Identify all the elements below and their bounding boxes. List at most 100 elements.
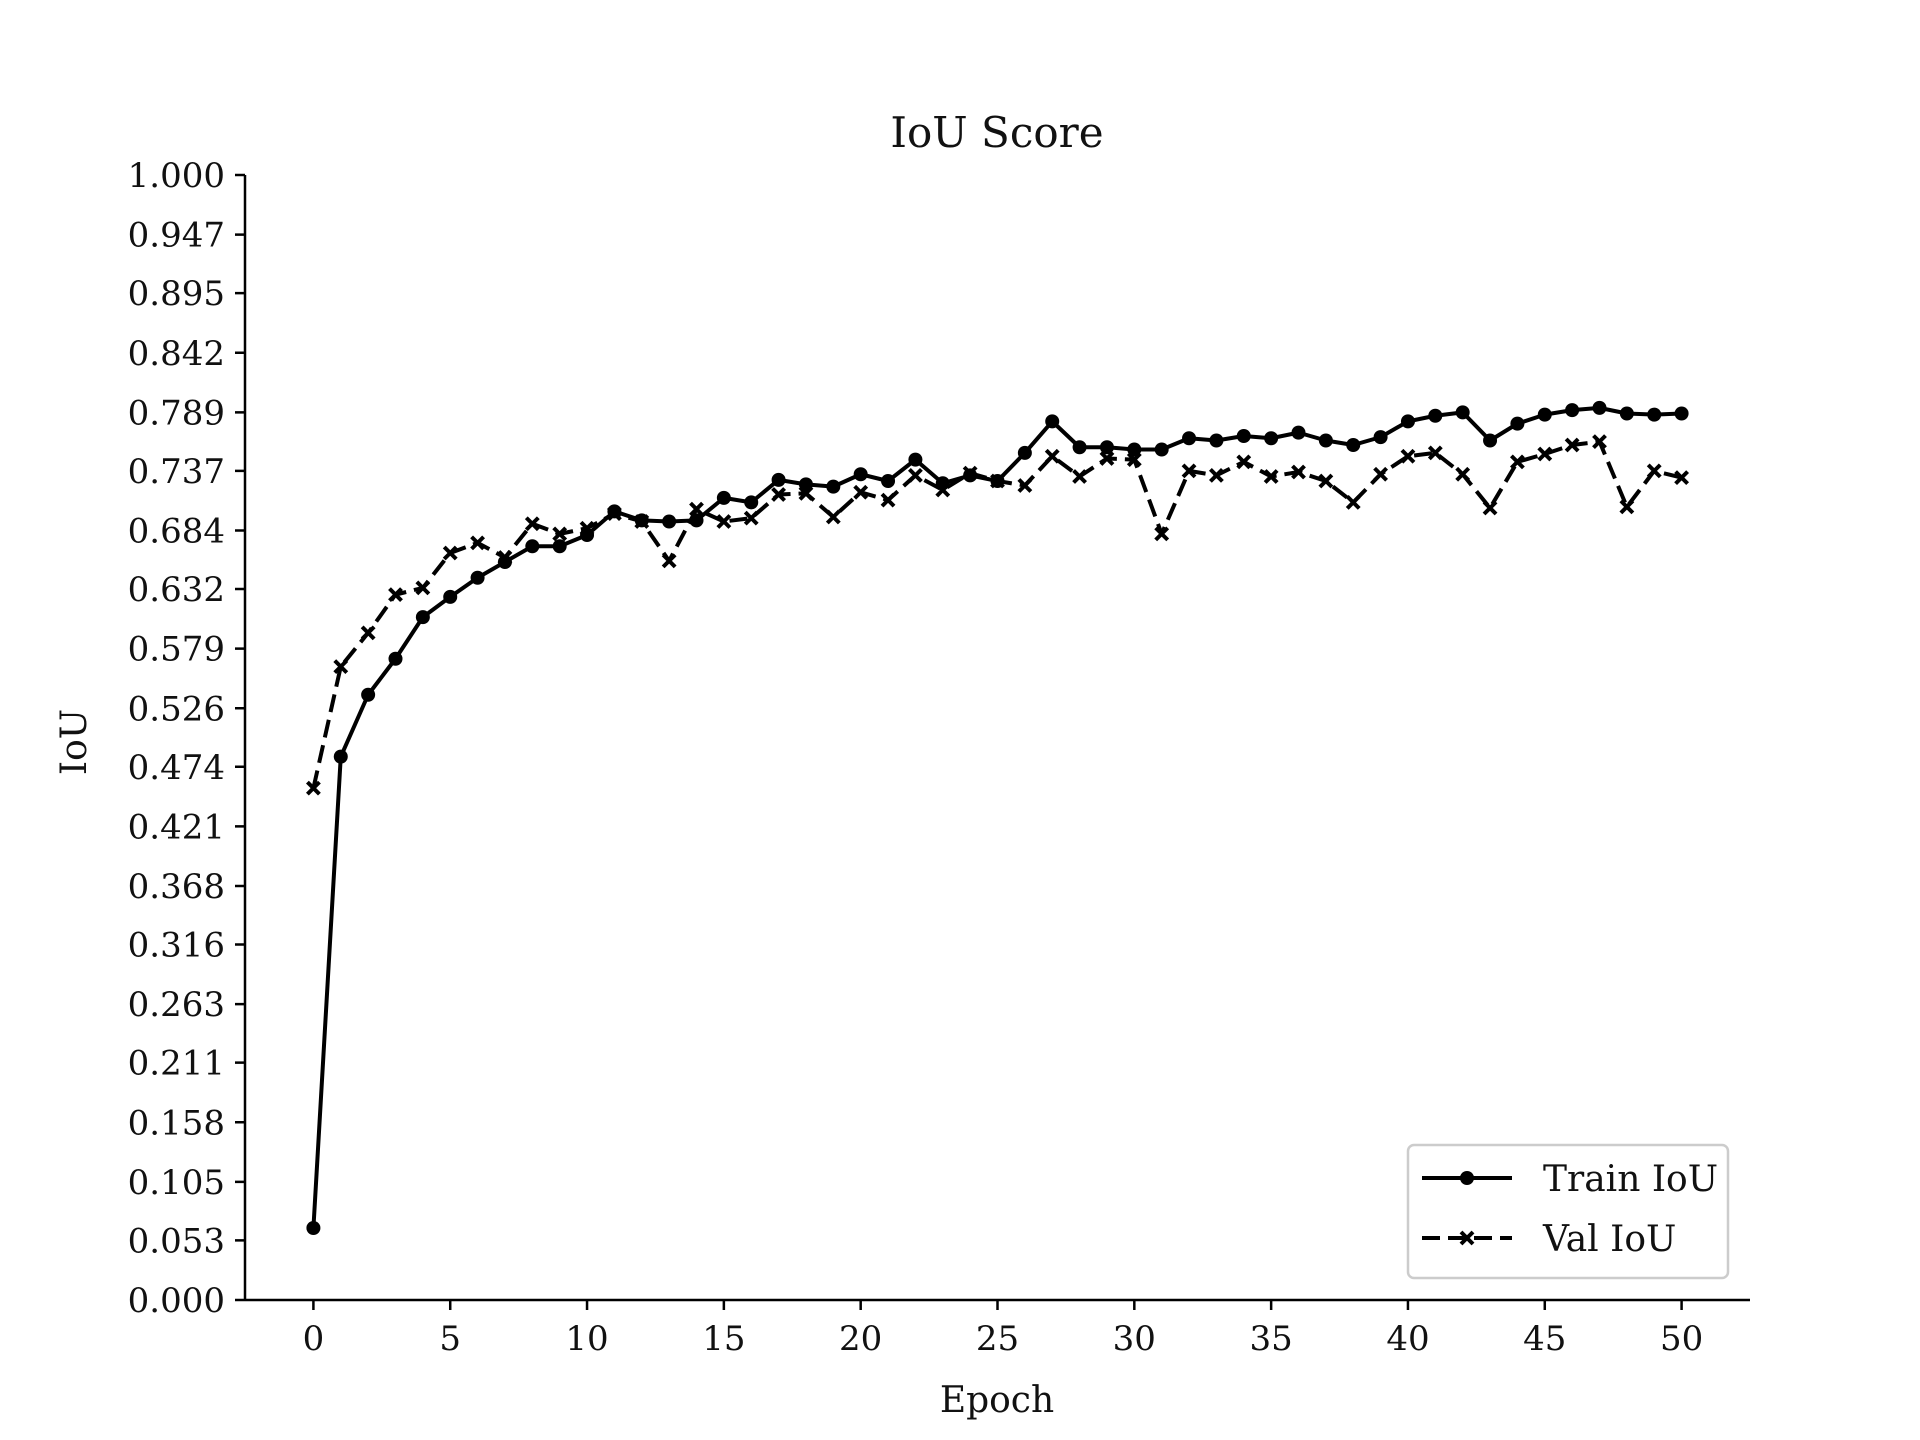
data-point-val-iou: [825, 509, 841, 525]
y-tick-label: 0.947: [128, 216, 225, 256]
chart-title: IoU Score: [890, 108, 1103, 157]
y-tick-label: 0.684: [128, 512, 225, 552]
data-point-val-iou: [907, 467, 923, 483]
data-point-val-iou: [1427, 445, 1443, 461]
data-point-val-iou: [689, 501, 704, 517]
data-point-train-iou: [388, 651, 403, 666]
data-point-train-iou: [1182, 431, 1197, 446]
data-point-val-iou: [1318, 473, 1334, 489]
data-point-val-iou: [1208, 467, 1224, 483]
data-point-val-iou: [1236, 454, 1252, 470]
data-point-val-iou: [305, 780, 321, 796]
y-tick-label: 0.737: [128, 452, 225, 492]
series-line-val-iou: [311, 439, 1683, 789]
data-point-val-iou: [1017, 478, 1033, 493]
data-point-train-iou: [552, 539, 567, 554]
data-point-val-iou: [935, 482, 951, 498]
y-tick-label: 0.526: [128, 689, 225, 729]
y-tick-label: 0.263: [128, 985, 225, 1025]
data-point-val-iou: [333, 659, 349, 675]
data-point-train-iou: [1318, 433, 1333, 448]
y-axis-ticks: 0.000 0.053 0.105 0.158 0.211 0.263 0.316 0.368…: [128, 156, 245, 1321]
data-point-val-iou: [415, 580, 431, 596]
y-tick-label: 0.789: [128, 393, 225, 433]
data-point-val-iou: [1674, 470, 1690, 486]
data-point-train-iou: [525, 539, 540, 554]
data-point-train-iou: [1647, 407, 1662, 422]
y-tick-label: 0.474: [128, 748, 225, 788]
data-point-val-iou: [1482, 500, 1498, 516]
data-point-train-iou: [1072, 440, 1087, 455]
data-point-val-iou: [1509, 454, 1525, 470]
x-tick-label: 15: [702, 1319, 745, 1359]
data-point-val-iou: [1646, 463, 1662, 479]
y-tick-label: 0.632: [128, 570, 225, 610]
data-point-val-iou: [524, 516, 540, 532]
data-point-val-iou: [1345, 494, 1361, 510]
y-tick-label: 0.211: [128, 1044, 225, 1084]
data-point-val-iou: [1044, 448, 1060, 464]
data-point-val-iou: [579, 520, 595, 536]
data-point-val-iou: [1592, 434, 1607, 450]
data-point-train-iou: [1209, 433, 1224, 448]
data-point-train-iou: [771, 472, 786, 487]
legend-train-label: Train IoU: [1543, 1159, 1718, 1200]
data-point-train-iou: [1565, 403, 1580, 418]
data-point-train-iou: [716, 490, 731, 505]
data-point-val-iou: [1099, 451, 1115, 466]
data-point-train-iou: [1537, 407, 1552, 422]
data-point-train-iou: [1346, 438, 1361, 452]
y-tick-label: 0.368: [128, 867, 225, 907]
data-point-val-iou: [388, 587, 403, 603]
y-tick-label: 0.895: [128, 274, 225, 314]
data-point-train-iou: [1428, 408, 1443, 423]
data-point-train-iou: [1017, 445, 1032, 460]
y-tick-label: 0.105: [128, 1163, 225, 1203]
data-point-val-iou: [798, 485, 814, 501]
data-point-train-iou: [744, 495, 759, 510]
data-point-train-iou: [333, 749, 348, 764]
data-point-train-iou: [1400, 414, 1415, 429]
y-tick-label: 1.000: [128, 156, 225, 196]
data-point-train-iou: [415, 610, 430, 625]
data-point-train-iou: [826, 479, 841, 494]
data-point-val-iou: [470, 535, 486, 551]
data-point-train-iou: [1592, 400, 1607, 415]
x-tick-label: 30: [1113, 1319, 1156, 1359]
y-tick-label: 0.316: [128, 926, 225, 966]
data-point-train-iou: [361, 687, 376, 702]
legend-train-marker: [1460, 1171, 1474, 1185]
data-point-train-iou: [881, 474, 896, 488]
data-point-val-iou: [1181, 463, 1197, 479]
x-axis-ticks: 0 5 10 15 20 25 30 35 40 45 50: [303, 1300, 1703, 1359]
data-point-val-iou: [442, 545, 458, 561]
legend-val-label: Val IoU: [1542, 1219, 1676, 1260]
x-tick-label: 50: [1660, 1319, 1703, 1359]
data-point-val-iou: [497, 550, 513, 565]
data-point-val-iou: [1619, 499, 1635, 515]
data-point-val-iou: [1400, 448, 1416, 464]
x-tick-label: 20: [839, 1319, 882, 1359]
data-point-val-iou: [1154, 526, 1170, 542]
series-layer: [305, 400, 1690, 1235]
data-point-train-iou: [1510, 416, 1525, 431]
data-point-train-iou: [853, 467, 868, 482]
y-tick-label: 0.579: [128, 630, 225, 670]
data-point-val-iou: [1537, 446, 1553, 462]
data-point-val-iou: [606, 506, 622, 522]
y-tick-label: 0.421: [128, 807, 225, 847]
y-tick-label: 0.053: [128, 1221, 225, 1261]
data-point-val-iou: [853, 484, 869, 500]
y-tick-label: 0.158: [128, 1103, 225, 1143]
data-point-train-iou: [443, 589, 458, 604]
data-point-train-iou: [1045, 414, 1060, 429]
data-point-train-iou: [1099, 440, 1114, 455]
y-tick-label: 0.000: [128, 1281, 225, 1321]
data-point-val-iou: [880, 492, 896, 508]
y-tick-label: 0.842: [128, 334, 225, 374]
data-point-train-iou: [1674, 406, 1689, 421]
x-tick-label: 10: [565, 1319, 608, 1359]
data-point-val-iou: [1126, 452, 1142, 468]
data-point-val-iou: [990, 473, 1005, 489]
data-point-train-iou: [306, 1221, 321, 1235]
